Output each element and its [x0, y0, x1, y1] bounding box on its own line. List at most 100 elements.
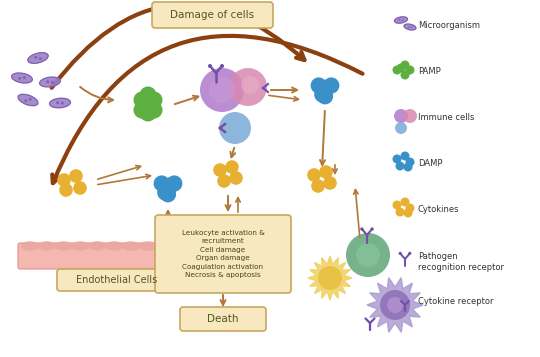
Circle shape	[394, 109, 408, 123]
Circle shape	[139, 105, 157, 121]
Circle shape	[408, 26, 409, 28]
Circle shape	[69, 169, 83, 183]
FancyBboxPatch shape	[152, 2, 273, 28]
Circle shape	[225, 160, 239, 174]
Circle shape	[396, 64, 406, 72]
Circle shape	[403, 208, 413, 217]
Circle shape	[73, 181, 87, 195]
Circle shape	[133, 101, 151, 119]
Circle shape	[401, 70, 409, 80]
Circle shape	[200, 68, 244, 112]
Circle shape	[399, 19, 401, 21]
FancyBboxPatch shape	[57, 269, 178, 291]
Circle shape	[395, 122, 407, 134]
Text: PAMP: PAMP	[418, 67, 441, 76]
Circle shape	[410, 26, 412, 27]
Circle shape	[241, 76, 259, 94]
Circle shape	[393, 155, 402, 164]
Circle shape	[395, 207, 404, 216]
Circle shape	[320, 79, 336, 95]
Ellipse shape	[72, 242, 89, 250]
FancyBboxPatch shape	[180, 307, 266, 331]
Circle shape	[208, 64, 212, 68]
Circle shape	[220, 64, 224, 68]
Ellipse shape	[12, 73, 32, 83]
Circle shape	[29, 98, 32, 101]
Text: Leukocyte activation &
recruitment
Cell damage
Organ damage
Coagulation activati: Leukocyte activation & recruitment Cell …	[181, 230, 265, 278]
Circle shape	[393, 201, 402, 210]
Text: Pathogen
recognition receptor: Pathogen recognition receptor	[418, 252, 504, 272]
Circle shape	[401, 151, 409, 161]
Ellipse shape	[39, 77, 60, 87]
Ellipse shape	[206, 242, 224, 250]
Circle shape	[51, 81, 54, 84]
Polygon shape	[308, 256, 352, 300]
Ellipse shape	[55, 242, 72, 250]
Circle shape	[145, 101, 163, 119]
Circle shape	[401, 197, 409, 206]
Text: Cytokines: Cytokines	[418, 206, 460, 215]
Circle shape	[209, 77, 235, 103]
Ellipse shape	[190, 242, 207, 250]
Circle shape	[314, 86, 330, 102]
Circle shape	[323, 176, 337, 190]
Circle shape	[213, 163, 227, 177]
Circle shape	[370, 227, 374, 231]
Circle shape	[346, 233, 390, 277]
Circle shape	[157, 185, 173, 201]
Circle shape	[61, 102, 64, 105]
Circle shape	[401, 60, 409, 70]
Circle shape	[395, 161, 404, 171]
Text: Endothelial Cells: Endothelial Cells	[76, 275, 158, 285]
Circle shape	[57, 173, 71, 187]
Circle shape	[219, 112, 251, 144]
Ellipse shape	[22, 242, 38, 250]
Circle shape	[307, 168, 321, 182]
Circle shape	[402, 19, 403, 21]
Text: Cytokine receptor: Cytokine receptor	[418, 297, 494, 307]
Ellipse shape	[156, 242, 173, 250]
Circle shape	[317, 88, 333, 104]
Ellipse shape	[139, 242, 156, 250]
Circle shape	[380, 290, 410, 320]
Polygon shape	[367, 278, 423, 332]
Circle shape	[166, 175, 183, 192]
Circle shape	[403, 109, 417, 123]
Circle shape	[406, 203, 415, 212]
Ellipse shape	[123, 242, 139, 250]
Text: Damage of cells: Damage of cells	[170, 10, 254, 20]
Circle shape	[145, 91, 163, 109]
Circle shape	[360, 227, 363, 231]
Circle shape	[387, 297, 403, 313]
Circle shape	[403, 162, 413, 171]
Circle shape	[160, 186, 176, 202]
Ellipse shape	[18, 94, 38, 106]
Circle shape	[319, 165, 333, 179]
Circle shape	[311, 179, 325, 193]
Circle shape	[39, 57, 42, 60]
Ellipse shape	[395, 17, 408, 23]
Ellipse shape	[404, 24, 416, 30]
Ellipse shape	[38, 242, 55, 250]
Circle shape	[229, 68, 267, 106]
Circle shape	[46, 80, 49, 83]
Circle shape	[24, 99, 27, 102]
FancyBboxPatch shape	[18, 243, 227, 269]
Text: Immune cells: Immune cells	[418, 114, 474, 122]
Circle shape	[23, 76, 26, 79]
Circle shape	[406, 157, 415, 166]
Circle shape	[310, 77, 327, 94]
Text: DAMP: DAMP	[418, 160, 442, 169]
Circle shape	[399, 252, 402, 255]
Circle shape	[56, 101, 59, 104]
Circle shape	[408, 252, 411, 255]
Circle shape	[318, 266, 342, 290]
Circle shape	[133, 91, 151, 109]
Ellipse shape	[106, 242, 123, 250]
Text: Death: Death	[207, 314, 239, 324]
Circle shape	[229, 171, 243, 185]
Text: Microorganism: Microorganism	[418, 21, 480, 30]
FancyBboxPatch shape	[155, 215, 291, 293]
Circle shape	[163, 177, 179, 193]
Ellipse shape	[28, 53, 48, 63]
